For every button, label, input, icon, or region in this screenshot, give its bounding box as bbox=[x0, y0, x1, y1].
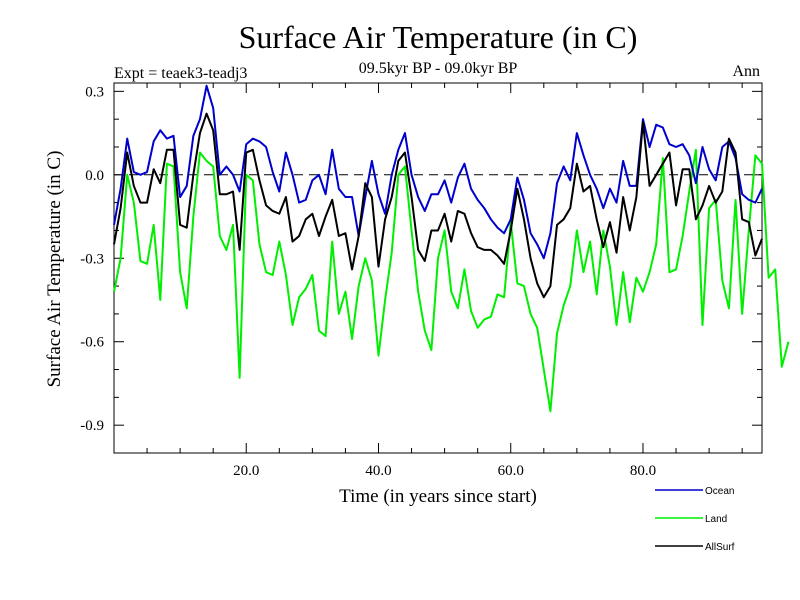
y-axis-label: Surface Air Temperature (in C) bbox=[44, 151, 65, 388]
y-tick-label: 0.0 bbox=[85, 168, 104, 184]
plot-frame bbox=[113, 82, 763, 454]
legend-label-ocean: Ocean bbox=[705, 486, 734, 497]
series-line-allsurf bbox=[113, 112, 763, 299]
x-axis-label: Time (in years since start) bbox=[339, 486, 537, 507]
plot-area: 20.0 40.0 60.0 80.0 0.3 0.0 -0.3 -0.6 -0.9 bbox=[80, 82, 790, 479]
y-tick-label: -0.3 bbox=[80, 251, 104, 267]
chart-title: Surface Air Temperature (in C) bbox=[239, 19, 638, 55]
series-line-ocean bbox=[113, 84, 763, 260]
x-tick-label: 40.0 bbox=[365, 463, 391, 479]
y-tick-label: 0.3 bbox=[85, 84, 104, 100]
x-tick-label: 20.0 bbox=[233, 463, 259, 479]
experiment-label: Expt = teaek3-teadj3 bbox=[114, 65, 247, 82]
x-tick-label: 80.0 bbox=[630, 463, 656, 479]
season-label: Ann bbox=[732, 63, 760, 80]
legend-label-allsurf: AllSurf bbox=[705, 542, 735, 553]
x-tick-label: 60.0 bbox=[498, 463, 524, 479]
y-tick-label: -0.6 bbox=[80, 335, 104, 351]
series-line-land bbox=[113, 148, 790, 413]
y-tick-label: -0.9 bbox=[80, 418, 104, 434]
legend: Ocean Land AllSurf bbox=[655, 486, 735, 553]
legend-label-land: Land bbox=[705, 514, 727, 525]
chart-subtitle: 09.5kyr BP - 09.0kyr BP bbox=[359, 60, 518, 77]
